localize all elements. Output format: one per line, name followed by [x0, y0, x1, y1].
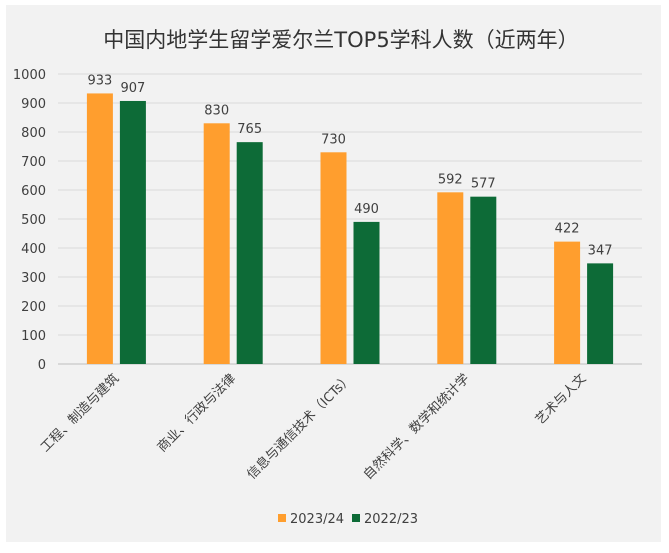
- y-tick-label: 600: [21, 184, 46, 199]
- y-tick-label: 400: [21, 242, 46, 257]
- bar-2022-23: [470, 196, 497, 364]
- bar-chart: 中国内地学生留学爱尔兰TOP5学科人数（近两年） 0 100 200 300 400 50…: [13, 28, 642, 527]
- y-tick-label: 900: [21, 97, 46, 112]
- y-tick-label: 0: [38, 358, 46, 373]
- y-tick-label: 200: [21, 300, 46, 315]
- bar-2023-24: [437, 192, 464, 364]
- bar-2022-23: [353, 221, 380, 364]
- data-label: 422: [555, 222, 580, 237]
- data-label: 830: [204, 103, 229, 118]
- category-label: 艺术与人文: [533, 371, 590, 428]
- category-label: 信息与通信技术（ICTs）: [244, 371, 356, 483]
- legend-swatch: [278, 514, 286, 522]
- data-label: 490: [354, 202, 379, 217]
- legend-swatch: [352, 514, 360, 522]
- data-label: 592: [438, 172, 463, 187]
- legend-label: 2022/23: [364, 512, 418, 527]
- category-label: 自然科学、数学和统计学: [360, 371, 472, 483]
- data-label: 933: [87, 73, 112, 88]
- gridlines: [58, 73, 642, 365]
- y-tick-label: 800: [21, 126, 46, 141]
- bar-2023-24: [203, 123, 230, 364]
- data-label: 907: [120, 81, 145, 96]
- y-tick-label: 1000: [13, 68, 46, 83]
- bar-2022-23: [119, 100, 146, 364]
- y-tick-label: 300: [21, 271, 46, 286]
- data-label: 730: [321, 132, 346, 147]
- bar-2022-23: [587, 263, 614, 364]
- data-label: 577: [471, 177, 496, 192]
- bar-2023-24: [554, 241, 581, 364]
- bars: [86, 93, 614, 365]
- y-tick-label: 700: [21, 155, 46, 170]
- category-label: 工程、制造与建筑: [37, 371, 122, 456]
- bar-2022-23: [236, 142, 263, 364]
- y-axis-ticks: 0 100 200 300 400 500 600 700 800 900 1000: [13, 68, 46, 373]
- legend: 2023/24 2022/23: [278, 512, 418, 527]
- category-label: 商业、行政与法律: [155, 371, 239, 455]
- y-tick-label: 500: [21, 213, 46, 228]
- bar-2023-24: [320, 152, 347, 364]
- data-label: 765: [237, 122, 262, 137]
- data-label: 347: [588, 243, 613, 258]
- chart-frame: 中国内地学生留学爱尔兰TOP5学科人数（近两年） 0 100 200 300 400 50…: [6, 5, 661, 542]
- chart-title: 中国内地学生留学爱尔兰TOP5学科人数（近两年）: [103, 28, 578, 52]
- y-tick-label: 100: [21, 329, 46, 344]
- legend-label: 2023/24: [290, 512, 344, 527]
- bar-2023-24: [86, 93, 113, 365]
- x-axis-categories: 工程、制造与建筑 商业、行政与法律 信息与通信技术（ICTs） 自然科学、数学和统计学…: [37, 371, 589, 483]
- data-labels: 933 907 830 765 730 490 592 577 422 347: [87, 73, 612, 258]
